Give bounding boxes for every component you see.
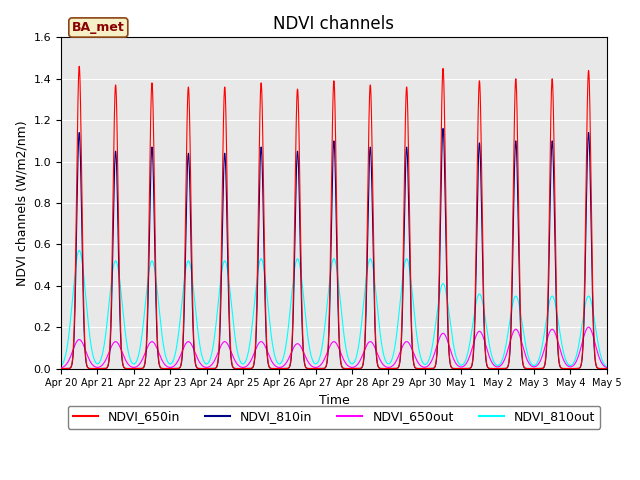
Y-axis label: NDVI channels (W/m2/nm): NDVI channels (W/m2/nm) bbox=[15, 120, 28, 286]
Legend: NDVI_650in, NDVI_810in, NDVI_650out, NDVI_810out: NDVI_650in, NDVI_810in, NDVI_650out, NDV… bbox=[68, 406, 600, 429]
X-axis label: Time: Time bbox=[319, 394, 349, 407]
Title: NDVI channels: NDVI channels bbox=[273, 15, 394, 33]
Text: BA_met: BA_met bbox=[72, 21, 125, 34]
